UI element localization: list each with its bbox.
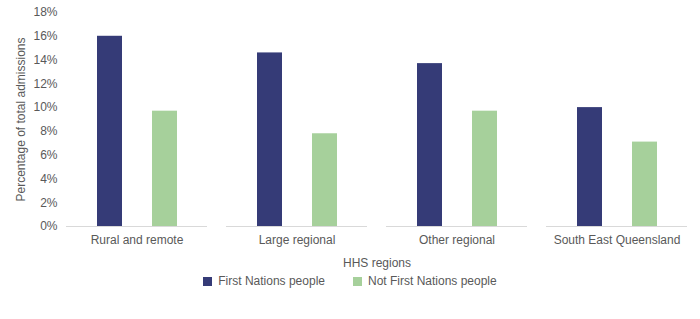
svg-text:Large regional: Large regional xyxy=(259,233,336,247)
svg-text:10%: 10% xyxy=(33,100,57,114)
svg-text:8%: 8% xyxy=(40,124,58,138)
svg-text:14%: 14% xyxy=(33,53,57,67)
svg-text:4%: 4% xyxy=(40,172,58,186)
svg-text:12%: 12% xyxy=(33,77,57,91)
svg-text:Rural and remote: Rural and remote xyxy=(91,233,184,247)
html-text:Not First Nations people: Not First Nations people xyxy=(368,274,497,288)
svg-text:18%: 18% xyxy=(33,5,57,19)
svg-text:HHS regions: HHS regions xyxy=(343,256,411,270)
svg-text:South East Queensland: South East Queensland xyxy=(554,233,681,247)
svg-text:6%: 6% xyxy=(40,148,58,162)
svg-text:Other regional: Other regional xyxy=(419,233,495,247)
svg-text:Percentage of total admissions: Percentage of total admissions xyxy=(14,37,28,201)
html-text:First Nations people: First Nations people xyxy=(218,274,325,288)
svg-text:16%: 16% xyxy=(33,29,57,43)
svg-text:2%: 2% xyxy=(40,196,58,210)
svg-text:0%: 0% xyxy=(40,219,58,233)
